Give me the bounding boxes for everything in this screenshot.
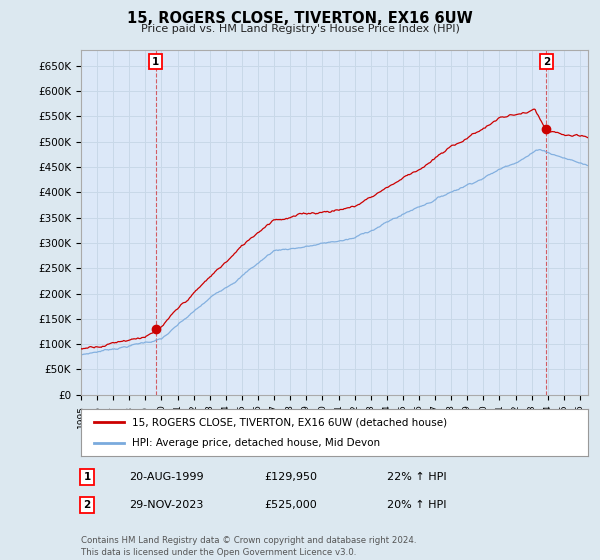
Text: Price paid vs. HM Land Registry's House Price Index (HPI): Price paid vs. HM Land Registry's House …	[140, 24, 460, 34]
Text: 20-AUG-1999: 20-AUG-1999	[129, 472, 203, 482]
Text: £129,950: £129,950	[264, 472, 317, 482]
Text: 15, ROGERS CLOSE, TIVERTON, EX16 6UW: 15, ROGERS CLOSE, TIVERTON, EX16 6UW	[127, 11, 473, 26]
Text: Contains HM Land Registry data © Crown copyright and database right 2024.
This d: Contains HM Land Registry data © Crown c…	[81, 536, 416, 557]
Text: 2: 2	[542, 57, 550, 67]
Text: 15, ROGERS CLOSE, TIVERTON, EX16 6UW (detached house): 15, ROGERS CLOSE, TIVERTON, EX16 6UW (de…	[132, 417, 447, 427]
Text: HPI: Average price, detached house, Mid Devon: HPI: Average price, detached house, Mid …	[132, 438, 380, 448]
Text: 1: 1	[152, 57, 160, 67]
Text: 1: 1	[83, 472, 91, 482]
Text: £525,000: £525,000	[264, 500, 317, 510]
Text: 20% ↑ HPI: 20% ↑ HPI	[387, 500, 446, 510]
Text: 22% ↑ HPI: 22% ↑ HPI	[387, 472, 446, 482]
Text: 2: 2	[83, 500, 91, 510]
Text: 29-NOV-2023: 29-NOV-2023	[129, 500, 203, 510]
